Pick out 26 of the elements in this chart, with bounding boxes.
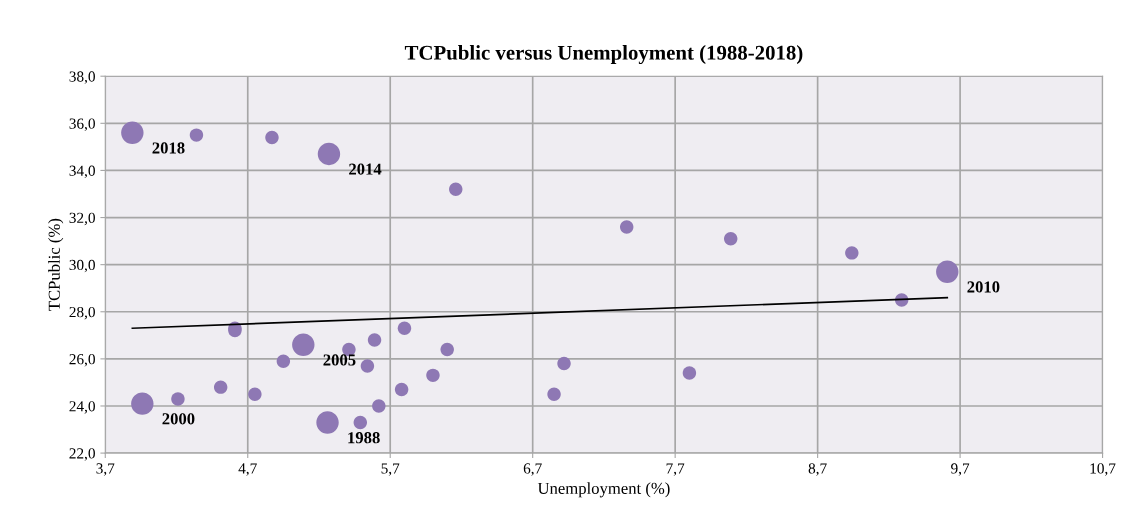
annotation: 2005	[323, 354, 356, 366]
x-tick-label: 8,7	[808, 463, 827, 476]
annotation: 2010	[967, 281, 1000, 293]
annotation: 2018	[152, 142, 185, 154]
x-tick-label: 9,7	[951, 463, 970, 476]
x-tick-label: 6,7	[523, 463, 542, 476]
annotation: 2000	[162, 413, 195, 425]
y-tick-label: 38,0	[69, 71, 95, 84]
y-tick-label: 24,0	[69, 401, 95, 414]
y-tick-label: 26,0	[69, 354, 95, 367]
x-tick-label: 10,7	[1090, 463, 1116, 476]
x-axis-title: Unemployment (%)	[537, 482, 670, 498]
y-tick-label: 34,0	[69, 165, 95, 179]
y-axis-title: TCPublic (%)	[48, 218, 64, 311]
annotation: 1988	[348, 432, 380, 444]
y-tick-label: 30,0	[69, 259, 95, 273]
x-tick-label: 7,7	[666, 463, 685, 476]
chart-title: TCPublic versus Unemployment (1988-2018)	[404, 45, 803, 65]
y-tick-label: 36,0	[69, 118, 95, 131]
y-tick-label: 28,0	[69, 306, 95, 320]
x-tick-label: 3,7	[96, 463, 115, 476]
annotation: 2014	[349, 163, 382, 175]
y-tick-label: 32,0	[69, 212, 95, 226]
x-tick-label: 5,7	[381, 463, 400, 476]
x-tick-label: 4,7	[238, 463, 257, 476]
y-tick-label: 22,0	[69, 448, 95, 461]
